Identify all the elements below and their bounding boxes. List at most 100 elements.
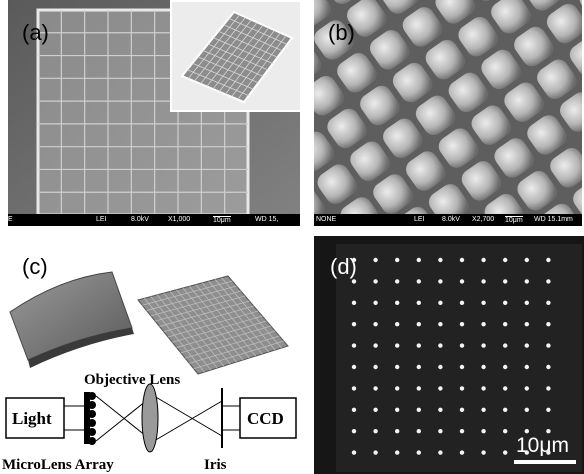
focal-spot (503, 450, 508, 455)
focal-spot (524, 279, 529, 284)
focal-spot (481, 386, 486, 391)
focal-spot (438, 322, 443, 327)
focal-spot (546, 257, 551, 263)
focal-spot (373, 257, 378, 263)
inset-grid-line (237, 35, 287, 100)
array-grid-line (221, 277, 282, 349)
iris-label: Iris (204, 457, 227, 473)
microlens-bump (438, 128, 479, 168)
panel-label-b: (b) (328, 20, 355, 45)
microlens-bump (314, 0, 331, 27)
microlens-bump (314, 20, 354, 60)
panel-d: (d) 10μm (314, 236, 584, 474)
sem-voltage-a: 8.0kV (131, 216, 149, 223)
focal-spot-image (314, 236, 584, 474)
microlens-bump (317, 164, 358, 204)
microlens-bump (428, 184, 469, 224)
focal-spot (351, 364, 357, 370)
focal-spot (546, 407, 551, 412)
focal-spot (395, 429, 400, 434)
focal-spot (416, 386, 421, 391)
microlens-bump (425, 39, 466, 80)
focal-spot (416, 407, 421, 412)
array-grid-line (214, 279, 276, 351)
array-grid-line (193, 340, 284, 370)
sem-scale-b: 10μm (505, 216, 523, 224)
focal-spot (546, 322, 551, 327)
sem-voltage-b: 8.0kV (442, 216, 460, 223)
microlens-bump (546, 3, 582, 44)
microlens-bump (448, 72, 489, 113)
focal-spot (546, 429, 551, 434)
microlens-bump (461, 161, 502, 201)
sem-image-b (314, 0, 582, 226)
microlens-bump (458, 16, 498, 57)
sem-source-b: NONE (316, 216, 337, 223)
objective-lens-element (141, 383, 159, 453)
microlens-bump (314, 131, 335, 172)
focal-spot (503, 257, 508, 263)
focal-spot (373, 300, 378, 305)
focal-spot (351, 450, 357, 455)
inset-grid-line (223, 24, 283, 52)
focal-spot (395, 322, 400, 327)
single-microlens-model (9, 271, 134, 368)
inset-grid-line (218, 27, 270, 92)
microlens-bump (402, 7, 443, 47)
microlens-bump (360, 85, 400, 126)
focal-spot (524, 300, 529, 305)
inset-grid-line (231, 32, 281, 98)
focal-spot (373, 279, 378, 284)
light-source-box (5, 397, 65, 439)
microlens-bump (383, 118, 423, 159)
focal-spot (481, 322, 486, 327)
focal-spot (395, 364, 400, 370)
microlens-bump (347, 0, 387, 37)
focal-spot (503, 407, 508, 412)
focal-spot (546, 386, 551, 391)
focal-spot (503, 300, 508, 305)
panel-label-a: (a) (22, 20, 49, 45)
array-grid-line (172, 315, 263, 343)
focal-spot (481, 300, 486, 305)
microlens-bump (337, 53, 377, 93)
focal-spot (351, 322, 357, 327)
microlens-bump (369, 30, 410, 70)
microlens-bump (504, 82, 544, 122)
focal-spot (546, 450, 551, 455)
focal-spot (481, 407, 486, 412)
sem-magnification-a: X1,000 (168, 216, 191, 223)
focal-spot (503, 386, 508, 391)
microlens-bump (569, 36, 582, 77)
sem-detector-a: LEI (96, 216, 107, 223)
microlens-bump (537, 59, 577, 100)
focal-spot (395, 343, 400, 348)
panel-a: (a) E LEI 8.0kV X1,000 10μm WD 15, (8, 0, 300, 226)
focal-spot (524, 386, 529, 391)
focal-spot (459, 429, 465, 434)
ccd-box (239, 397, 297, 439)
focal-spot (459, 300, 465, 305)
sem-mark-a: E (8, 216, 13, 223)
inset-image (170, 0, 300, 112)
panel-label-c: (c) (22, 254, 48, 279)
focal-spot (373, 364, 378, 370)
focal-spot (524, 429, 529, 434)
focal-spot (503, 279, 508, 284)
microlens-bump (350, 141, 390, 181)
focal-spot (481, 450, 486, 455)
focal-spot (395, 450, 400, 455)
focal-spot (373, 343, 378, 348)
focal-spot (503, 322, 508, 327)
sem-magnification-b: X2,700 (472, 216, 495, 223)
panel-c: Light CCD Objective Lens MicroLens Array… (0, 236, 310, 474)
inset-tilted-array (172, 2, 300, 110)
focal-spot (351, 343, 357, 348)
focal-spot (503, 364, 508, 370)
microlens-bump (523, 0, 564, 11)
focal-spot (459, 450, 465, 455)
focal-spot (351, 257, 357, 263)
focal-spot (459, 407, 465, 412)
array-grid-line (195, 284, 257, 357)
focal-spot (524, 407, 529, 412)
